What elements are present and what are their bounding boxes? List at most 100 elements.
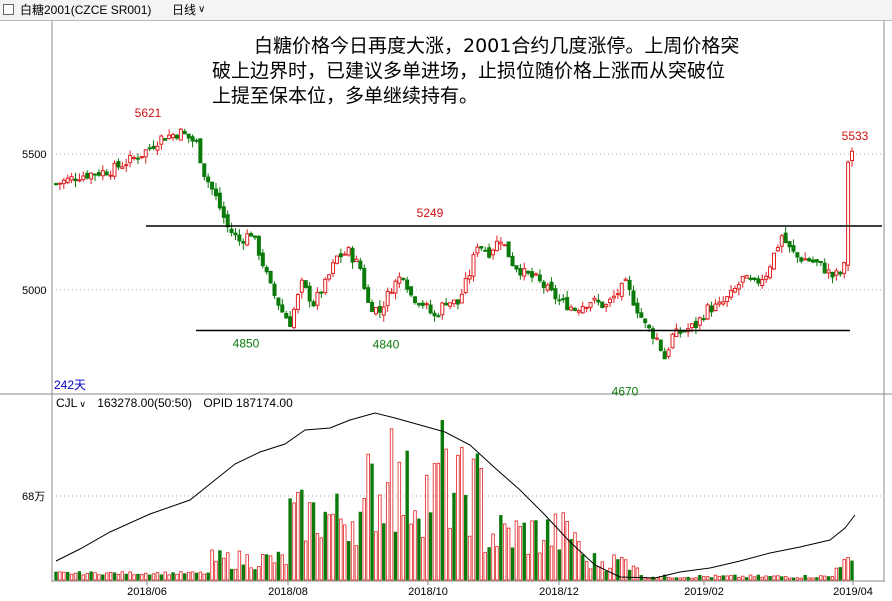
volume-bar [542, 540, 546, 581]
candle-body [139, 156, 144, 159]
candle-body [93, 173, 98, 176]
candle-body [541, 281, 546, 288]
candle-body [401, 277, 406, 280]
volume-bar [557, 549, 562, 581]
candle-body [471, 254, 476, 277]
volume-bar [616, 559, 620, 581]
volume-bar [190, 571, 195, 581]
volume-bar [768, 576, 772, 581]
candle-body [697, 317, 702, 326]
volume-bar [151, 573, 156, 581]
candle-body [693, 320, 698, 329]
candle-body [549, 281, 554, 291]
candle-body [198, 138, 203, 164]
candle-body [779, 235, 784, 247]
volume-bar [705, 576, 710, 581]
volume-bar [651, 576, 655, 581]
volume-bar [346, 541, 351, 581]
volume-bar [721, 575, 725, 581]
volume-bar [666, 576, 671, 581]
period-dropdown[interactable]: 日线 [172, 3, 197, 17]
candle-body [553, 288, 558, 300]
candle-body [764, 275, 769, 280]
candle-body [327, 274, 332, 280]
candle-body [373, 307, 378, 315]
instrument-label: 白糖2001(CZCE SR001) [20, 3, 152, 17]
indicator-label[interactable]: CJL [56, 396, 78, 410]
candle-body [264, 266, 269, 273]
candle-body [709, 305, 714, 313]
volume-bar [210, 549, 214, 581]
volume-bar [140, 574, 144, 581]
candle-body [420, 302, 425, 306]
volume-bar [756, 574, 761, 581]
price-labels: 5621 5249 5533 4850 4840 4670 [135, 106, 869, 398]
volume-bar [54, 571, 58, 581]
volume-bar [171, 572, 175, 581]
chevron-down-icon[interactable]: ∨ [198, 4, 206, 15]
candle-body [362, 267, 367, 290]
volume-bar [218, 550, 222, 581]
candle-body [331, 262, 336, 274]
candle-body [323, 278, 328, 294]
volume-bar [744, 577, 749, 581]
candle-body [186, 133, 191, 139]
candle-body [444, 302, 449, 306]
candle-body [498, 241, 503, 245]
volume-bar [272, 562, 277, 581]
chevron-down-icon[interactable]: ∨ [79, 399, 86, 409]
open-interest-polyline [55, 412, 856, 579]
candle-body [775, 246, 780, 252]
volume-bar [132, 574, 136, 581]
volume-bar [194, 572, 199, 581]
candle-body [65, 177, 70, 184]
volume-bar [592, 553, 597, 581]
candle-body [526, 270, 531, 274]
candle-body [73, 178, 78, 182]
volume-bar [713, 574, 718, 581]
candle-body [670, 333, 675, 349]
candle-body [210, 181, 215, 190]
volume-bar [514, 520, 519, 581]
candle-body [838, 271, 843, 275]
candle-body [494, 240, 499, 252]
volume-bar [795, 577, 800, 581]
candle-body [818, 260, 823, 263]
candle-body [221, 206, 226, 218]
volume-bar [799, 577, 803, 581]
volume-bar [401, 515, 405, 581]
volume-bar [296, 491, 300, 581]
candle-body [393, 280, 398, 294]
price-extreme-label: 4850 [233, 337, 260, 351]
candle-body [729, 290, 734, 298]
candle-body [452, 299, 456, 305]
candle-body [436, 315, 441, 318]
volume-bar [850, 560, 854, 581]
candle-body [253, 235, 257, 238]
volume-bar [319, 537, 324, 581]
volume-bar [128, 571, 132, 581]
volume-bar [233, 568, 238, 581]
candle-body [182, 130, 187, 135]
volume-bar [405, 450, 409, 581]
volume-bar [163, 571, 167, 581]
volume-bar [339, 518, 343, 581]
candle-body [412, 296, 417, 304]
volume-bar [702, 576, 706, 581]
boundary-lines [146, 225, 882, 332]
candle-body [545, 284, 550, 291]
checkbox-icon[interactable] [3, 4, 14, 15]
candle-body [163, 138, 168, 141]
days-label: 242天 [54, 378, 86, 392]
candle-body [424, 303, 429, 306]
volume-bar [300, 489, 304, 581]
volume-bar [327, 514, 331, 581]
volume-bar [627, 569, 632, 581]
volume-bar [538, 552, 542, 581]
volume-bar [569, 539, 573, 581]
candle-body [768, 266, 773, 279]
candle-body [580, 305, 585, 314]
volume-bar [499, 515, 503, 581]
volume-bar [518, 526, 523, 581]
volume-bar [62, 571, 66, 581]
